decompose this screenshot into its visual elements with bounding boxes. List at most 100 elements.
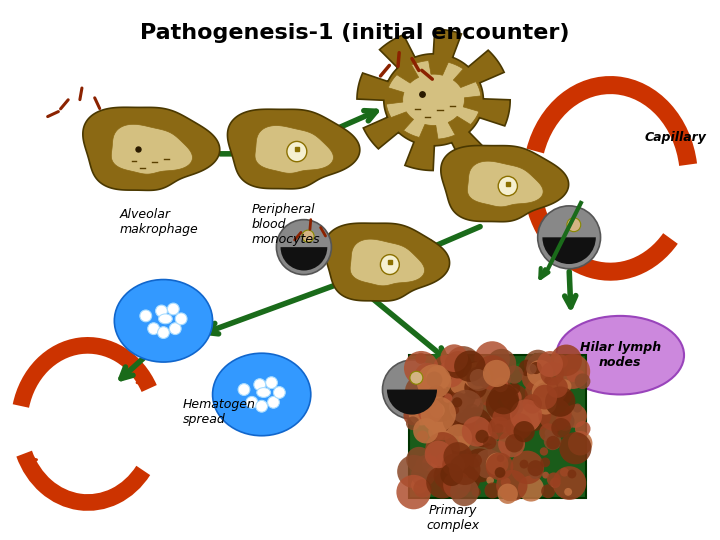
Circle shape (529, 389, 541, 400)
Wedge shape (542, 237, 596, 264)
Circle shape (558, 379, 572, 393)
Circle shape (488, 384, 519, 414)
Circle shape (426, 466, 459, 498)
Circle shape (487, 349, 516, 378)
Polygon shape (357, 29, 510, 171)
Circle shape (422, 455, 438, 471)
Circle shape (552, 466, 586, 500)
Ellipse shape (557, 316, 684, 394)
Circle shape (486, 453, 508, 475)
Circle shape (483, 366, 510, 394)
Circle shape (450, 477, 479, 506)
Text: Alveolar
makrophage: Alveolar makrophage (120, 208, 198, 236)
Circle shape (492, 407, 518, 433)
Circle shape (418, 373, 446, 402)
Circle shape (169, 323, 181, 335)
Circle shape (472, 401, 484, 413)
Circle shape (276, 220, 331, 275)
Circle shape (418, 389, 438, 409)
Circle shape (444, 351, 472, 379)
Circle shape (471, 422, 496, 447)
Wedge shape (387, 389, 437, 415)
Circle shape (536, 382, 552, 398)
Circle shape (424, 407, 449, 432)
Circle shape (454, 350, 485, 382)
Circle shape (445, 424, 472, 451)
Circle shape (426, 366, 451, 390)
Circle shape (575, 373, 590, 389)
Circle shape (148, 323, 160, 335)
Circle shape (487, 369, 503, 385)
Circle shape (467, 404, 479, 416)
Circle shape (530, 362, 542, 374)
Circle shape (528, 460, 544, 476)
Circle shape (564, 404, 587, 428)
Circle shape (415, 353, 426, 364)
Circle shape (432, 418, 454, 440)
Polygon shape (467, 161, 543, 207)
Circle shape (480, 400, 502, 422)
Circle shape (510, 399, 542, 431)
Circle shape (397, 455, 431, 488)
Circle shape (432, 403, 465, 436)
Circle shape (422, 389, 439, 407)
Circle shape (510, 451, 544, 484)
Circle shape (511, 421, 529, 438)
Circle shape (544, 376, 552, 384)
Circle shape (411, 477, 428, 494)
Circle shape (420, 396, 456, 432)
Circle shape (564, 488, 572, 496)
Circle shape (450, 406, 459, 415)
Circle shape (405, 374, 439, 409)
Circle shape (552, 427, 559, 434)
Circle shape (266, 377, 277, 389)
Circle shape (511, 404, 541, 433)
Circle shape (443, 403, 476, 436)
Circle shape (410, 403, 418, 411)
Circle shape (535, 393, 557, 415)
Circle shape (467, 367, 491, 391)
Circle shape (513, 421, 535, 442)
Circle shape (382, 360, 441, 419)
Circle shape (440, 444, 474, 477)
Circle shape (426, 372, 442, 388)
Circle shape (479, 386, 500, 406)
Circle shape (460, 389, 481, 409)
Circle shape (433, 376, 441, 384)
Circle shape (529, 468, 540, 479)
Circle shape (413, 418, 438, 443)
Circle shape (238, 383, 250, 395)
Circle shape (428, 385, 445, 402)
Circle shape (505, 366, 523, 383)
Circle shape (483, 360, 510, 387)
Circle shape (488, 461, 498, 471)
Circle shape (539, 398, 572, 431)
Circle shape (423, 388, 457, 422)
Circle shape (438, 417, 455, 434)
Circle shape (575, 421, 590, 437)
Circle shape (520, 460, 528, 469)
Circle shape (474, 355, 510, 390)
Circle shape (556, 411, 575, 431)
Circle shape (477, 369, 492, 384)
Circle shape (254, 379, 266, 390)
Bar (409, 355, 586, 497)
Polygon shape (387, 60, 481, 139)
Circle shape (475, 430, 489, 443)
Circle shape (547, 472, 561, 487)
Circle shape (436, 452, 451, 468)
Circle shape (486, 453, 513, 480)
Circle shape (446, 346, 480, 381)
Circle shape (483, 436, 496, 449)
Circle shape (559, 432, 591, 464)
Circle shape (468, 454, 482, 468)
Circle shape (505, 413, 532, 440)
Circle shape (518, 360, 535, 376)
Circle shape (546, 376, 568, 398)
Circle shape (487, 413, 507, 433)
Circle shape (507, 398, 524, 415)
Circle shape (527, 360, 554, 386)
Circle shape (268, 396, 279, 408)
Ellipse shape (114, 280, 212, 362)
Circle shape (420, 457, 441, 477)
